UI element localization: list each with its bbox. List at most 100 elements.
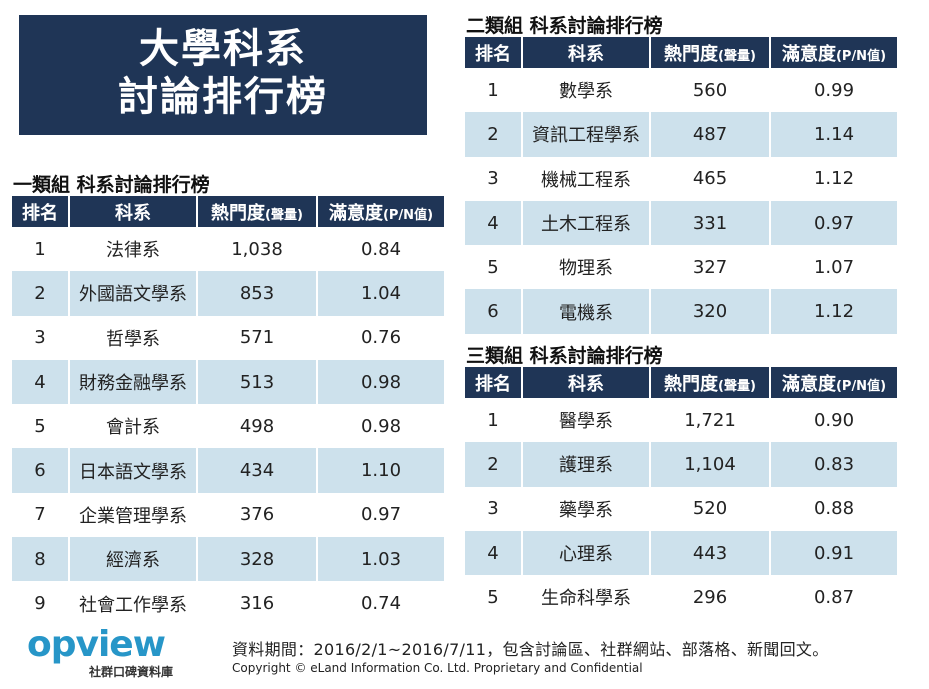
cell-heat: 327 [651,245,771,290]
cell-heat: 331 [651,200,771,246]
header-sat-label: 滿意度 [781,43,836,65]
cell-sat: 0.99 [813,79,855,101]
cell-dept: 資訊工程學系 [523,112,651,157]
cell-rank: 4 [465,530,523,576]
cell-rank: 5 [465,575,523,620]
cell-rank: 5 [465,245,523,290]
table-row: 2 外國語文學系 853 1.04 [12,271,444,316]
header-heat-unit: (聲量) [265,207,303,223]
table-row: 4 財務金融學系 513 0.98 [12,359,444,405]
table-header-row: 排名 科系 熱門度(聲量) 滿意度(P/N值) [465,367,897,398]
header-dept-label: 科系 [115,202,151,224]
table-row: 5 生命科學系 296 0.87 [465,575,897,620]
cell-dept: 土木工程系 [523,200,651,246]
group2-table: 排名 科系 熱門度(聲量) 滿意度(P/N值) 1 數學系 560 0.99 2 資訊工程學系 48… [465,37,897,334]
header-sat: 滿意度(P/N值) [318,196,444,227]
cell-rank: 2 [465,442,523,487]
cell-dept: 心理系 [523,530,651,576]
header-heat-label: 熱門度 [664,43,719,65]
table-row: 1 法律系 1,038 0.84 [12,227,444,272]
header-sat-label: 滿意度 [781,373,836,395]
header-heat-label: 熱門度 [211,202,266,224]
cell-rank: 9 [12,581,70,626]
table-row: 3 藥學系 520 0.88 [465,486,897,531]
cell-sat: 1.04 [318,271,444,316]
table-row: 4 心理系 443 0.91 [465,530,897,576]
cell-heat: 498 [198,404,318,449]
table-header-row: 排名 科系 熱門度(聲量) 滿意度(P/N值) [12,196,444,227]
header-rank: 排名 [12,196,70,227]
table-row: 3 哲學系 571 0.76 [12,315,444,360]
header-dept-label: 科系 [568,43,604,65]
cell-heat: 853 [198,271,318,316]
cell-rank: 4 [12,359,70,405]
cell-sat: 1.12 [813,168,855,190]
table-row: 9 社會工作學系 316 0.74 [12,581,444,626]
cell-heat: 296 [651,575,771,620]
cell-rank: 4 [465,200,523,246]
header-dept: 科系 [523,367,651,398]
header-rank-label: 排名 [475,373,511,395]
cell-sat: 0.97 [360,504,402,526]
table-header-row: 排名 科系 熱門度(聲量) 滿意度(P/N值) [465,37,897,68]
cell-sat: 1.10 [318,448,444,493]
cell-heat: 376 [198,492,318,538]
cell-sat: 1.03 [318,537,444,582]
table-row: 3 機械工程系 465 1.12 [465,156,897,201]
cell-sat: 1.07 [813,256,855,278]
header-sat-unit: (P/N值) [835,48,887,64]
header-heat: 熱門度(聲量) [198,196,318,227]
cell-sat: 0.76 [360,327,402,349]
cell-rank: 6 [465,289,523,334]
data-period-note: 資料期間：2016/2/1~2016/7/11，包含討論區、社群網站、部落格、新… [232,640,829,659]
cell-dept: 會計系 [70,404,198,449]
header-sat-label: 滿意度 [328,202,383,224]
cell-dept: 外國語文學系 [70,271,198,316]
header-sat: 滿意度(P/N值) [771,367,897,398]
main-title-line1: 大學科系 [139,26,307,72]
main-title-box: 大學科系 討論排行榜 [19,15,427,135]
cell-rank: 3 [465,156,523,201]
cell-heat: 513 [198,359,318,405]
table-row: 2 護理系 1,104 0.83 [465,442,897,487]
logo-text: opview [27,624,166,665]
table-row: 2 資訊工程學系 487 1.14 [465,112,897,157]
opview-logo: opview 社群口碑資料庫 [27,627,197,682]
cell-rank: 2 [465,112,523,157]
cell-rank: 1 [465,398,523,443]
cell-sat: 0.74 [360,593,402,615]
table-row: 7 企業管理學系 376 0.97 [12,492,444,538]
cell-rank: 1 [12,227,70,272]
cell-heat: 316 [198,581,318,626]
header-rank: 排名 [465,367,523,398]
cell-heat: 465 [651,156,771,201]
header-heat: 熱門度(聲量) [651,367,771,398]
group2-title: 二類組 科系討論排行榜 [466,15,663,37]
group1-table: 排名 科系 熱門度(聲量) 滿意度(P/N值) 1 法律系 1,038 0.84 2 外國語文學系… [12,196,444,626]
table-row: 4 土木工程系 331 0.97 [465,200,897,246]
cell-dept: 哲學系 [70,315,198,360]
cell-heat: 328 [198,537,318,582]
header-heat-unit: (聲量) [718,48,756,64]
cell-sat: 0.97 [771,200,897,246]
cell-heat: 1,038 [198,227,318,272]
cell-heat: 520 [651,486,771,531]
logo-subtitle: 社群口碑資料庫 [89,665,174,679]
cell-rank: 8 [12,537,70,582]
cell-dept: 藥學系 [523,486,651,531]
main-title-line2: 討論排行榜 [118,74,328,120]
group1-title: 一類組 科系討論排行榜 [13,174,210,196]
cell-rank: 3 [465,486,523,531]
cell-rank: 2 [12,271,70,316]
cell-dept: 數學系 [523,68,651,113]
header-heat-unit: (聲量) [718,378,756,394]
cell-heat: 320 [651,289,771,334]
cell-sat: 0.98 [318,359,444,405]
cell-dept: 企業管理學系 [70,492,198,538]
cell-heat: 443 [651,530,771,576]
header-sat-unit: (P/N值) [835,378,887,394]
cell-rank: 3 [12,315,70,360]
cell-sat: 0.87 [813,586,855,608]
cell-dept: 機械工程系 [523,156,651,201]
table-row: 5 會計系 498 0.98 [12,404,444,449]
